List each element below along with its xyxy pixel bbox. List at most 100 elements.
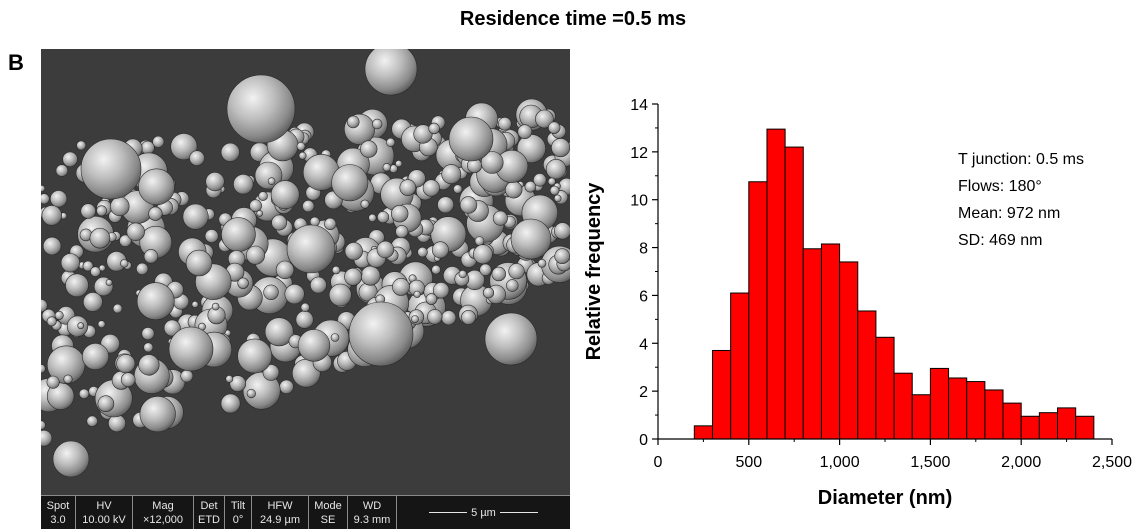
particle xyxy=(459,196,478,214)
particle xyxy=(480,151,504,174)
particle xyxy=(344,242,363,261)
particle xyxy=(54,310,64,320)
particle xyxy=(148,206,163,221)
particle xyxy=(205,172,225,192)
annotation-line: T junction: 0.5 ms xyxy=(958,151,1084,168)
particle xyxy=(246,388,256,399)
particle xyxy=(360,199,370,209)
particle xyxy=(138,354,160,376)
y-tick-label: 2 xyxy=(639,384,648,401)
particle xyxy=(182,203,209,230)
particle xyxy=(55,164,69,177)
sem-det-label: Det xyxy=(200,499,218,512)
particle xyxy=(258,191,268,201)
sem-wd-value: 9.3 mm xyxy=(353,513,391,526)
sem-mode-value: SE xyxy=(320,513,336,526)
particle xyxy=(300,302,310,312)
scale-bar-label: 5 µm xyxy=(467,506,500,519)
particle xyxy=(96,205,107,217)
sem-mag-label: Mag xyxy=(152,499,174,512)
particle xyxy=(427,309,443,325)
sem-mag-value: ×12,000 xyxy=(142,513,184,526)
particle xyxy=(413,124,433,144)
histogram-bar xyxy=(748,181,768,440)
particle xyxy=(168,326,214,372)
particle xyxy=(508,263,525,280)
annotation-line: Mean: 972 nm xyxy=(958,205,1060,222)
particle xyxy=(139,396,176,433)
sem-hfw: HFW 24.9 µm xyxy=(252,496,309,529)
histogram-bar xyxy=(893,372,913,440)
particle xyxy=(348,301,414,367)
particle xyxy=(422,179,440,197)
particle xyxy=(90,266,101,277)
particle xyxy=(302,200,315,213)
particle xyxy=(108,414,126,433)
particle xyxy=(551,138,570,158)
particle xyxy=(41,185,46,192)
particle xyxy=(386,137,396,147)
sem-det: Det ETD xyxy=(194,496,225,529)
particle xyxy=(126,222,145,242)
sem-tilt-value: 0° xyxy=(232,513,244,526)
particle xyxy=(220,142,240,162)
histogram-bar xyxy=(711,349,732,440)
y-tick-label: 12 xyxy=(630,145,648,162)
particle xyxy=(382,163,391,172)
particle xyxy=(76,140,87,151)
particle xyxy=(461,309,476,325)
particle xyxy=(548,121,561,134)
particle xyxy=(267,177,276,185)
particle xyxy=(492,210,508,226)
particle xyxy=(479,263,492,276)
particle xyxy=(360,140,378,158)
histogram-bar xyxy=(784,146,804,440)
particle xyxy=(41,364,46,374)
particle xyxy=(264,317,294,347)
particle xyxy=(163,319,181,337)
particle xyxy=(152,135,165,148)
y-tick-label: 6 xyxy=(639,288,648,305)
sem-mag: Mag ×12,000 xyxy=(133,496,194,529)
particle xyxy=(78,388,90,399)
y-tick-label: 10 xyxy=(630,193,648,210)
x-axis-ticks: 0 500 1,000 1,500 2,000 2,500 xyxy=(654,439,1132,471)
particle xyxy=(537,259,547,268)
particle xyxy=(279,379,294,394)
sem-det-value: ETD xyxy=(198,513,220,526)
particle xyxy=(344,267,363,286)
particle xyxy=(547,177,556,186)
particle xyxy=(120,372,136,388)
sem-image xyxy=(41,49,570,495)
particle xyxy=(41,420,46,430)
particle xyxy=(112,303,123,314)
particle xyxy=(330,333,340,342)
particle xyxy=(395,225,409,239)
histogram-bar xyxy=(820,243,841,440)
histogram-bar xyxy=(839,261,859,440)
particle xyxy=(484,312,538,366)
histogram-bar xyxy=(857,310,877,440)
particle xyxy=(263,284,279,301)
particle xyxy=(83,292,103,312)
particle xyxy=(180,369,194,383)
x-tick-label: 2,000 xyxy=(1001,454,1041,471)
particle xyxy=(116,354,136,374)
particle xyxy=(41,193,50,205)
particle xyxy=(110,196,130,217)
particle xyxy=(413,290,421,298)
particle xyxy=(82,260,94,272)
particle xyxy=(517,124,533,139)
sem-wd-label: WD xyxy=(362,499,382,512)
sem-scale-bar: 5 µm xyxy=(397,496,570,529)
particle xyxy=(225,374,234,383)
sem-tilt-label: Tilt xyxy=(230,499,246,512)
particle xyxy=(295,310,314,329)
y-tick-label: 14 xyxy=(630,97,648,114)
particle xyxy=(50,190,68,208)
histogram-bars xyxy=(693,128,1095,440)
particle xyxy=(437,196,455,214)
sem-info-bar: Spot 3.0 HV 10.00 kV Mag ×12,000 Det ETD… xyxy=(41,495,570,529)
particle xyxy=(431,264,441,275)
histogram-bar xyxy=(730,292,750,440)
